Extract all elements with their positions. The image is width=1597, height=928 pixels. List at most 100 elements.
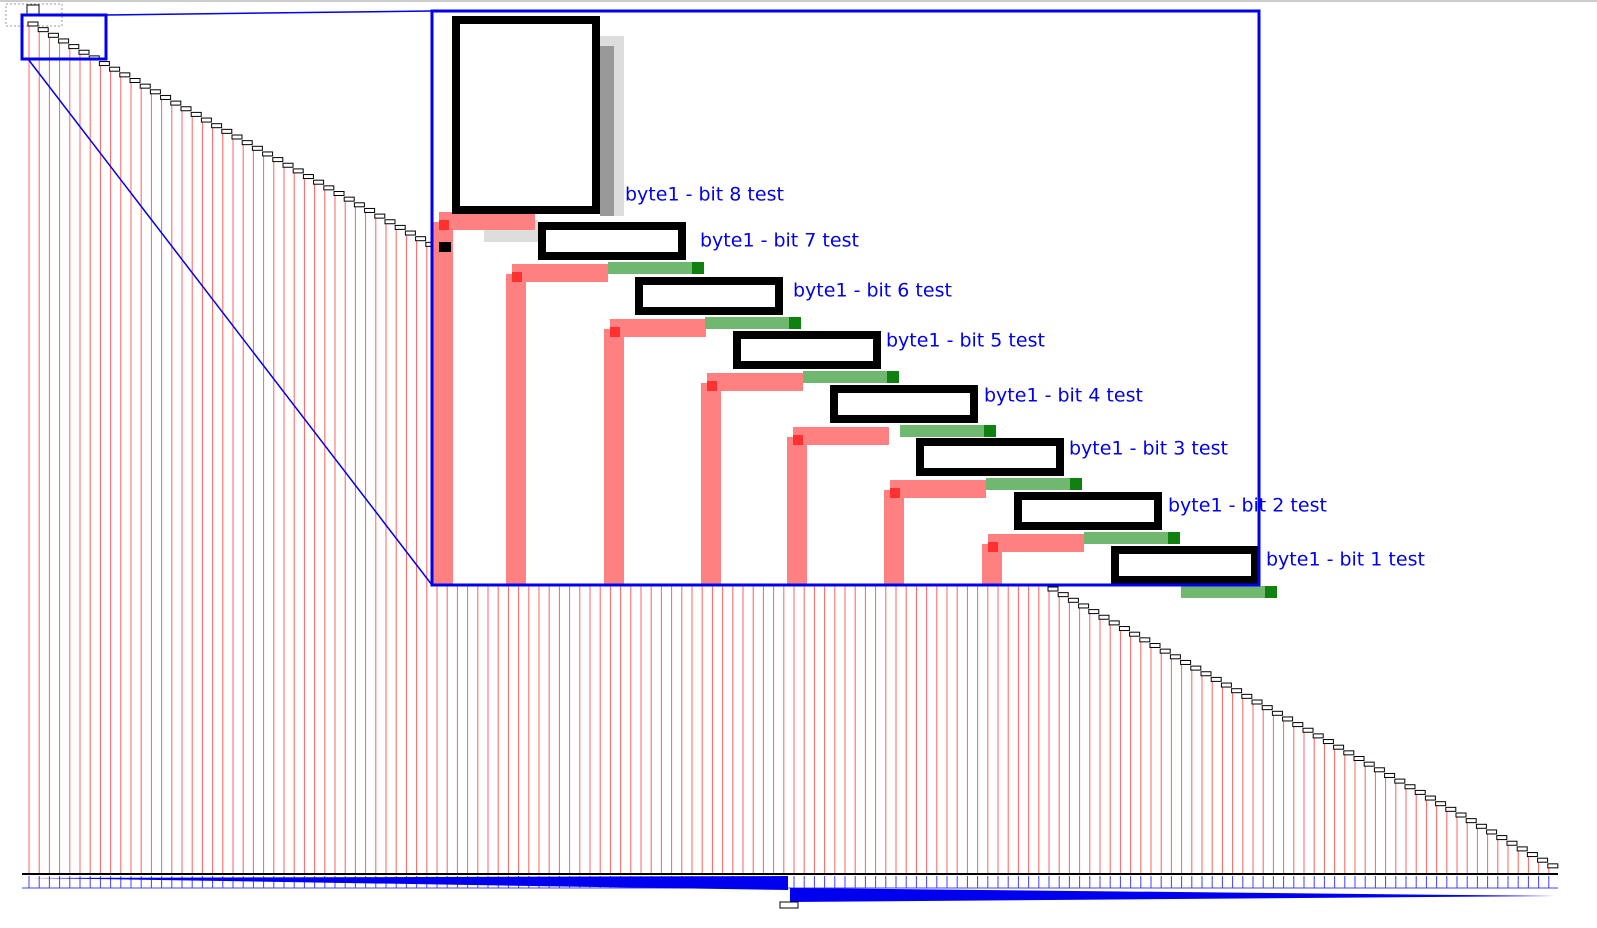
exit-node (779, 901, 799, 909)
node (1057, 592, 1069, 598)
node (1373, 767, 1385, 773)
node (119, 72, 131, 78)
node-label: byte1 - bit 7 test (700, 230, 859, 252)
branch-line (433, 222, 453, 585)
node-label: byte1 - bit 4 test (984, 385, 1143, 407)
node (78, 49, 90, 55)
branch-line (787, 437, 807, 585)
node (1312, 733, 1324, 739)
node (1506, 840, 1518, 846)
test-node (830, 385, 978, 423)
branch-line (506, 274, 526, 585)
node (37, 27, 49, 33)
branch-line (707, 373, 803, 391)
node (262, 151, 274, 157)
node-label: byte1 - bit 3 test (1069, 438, 1228, 460)
node-label: byte1 - bit 1 test (1266, 549, 1425, 571)
branch-line (604, 329, 624, 585)
node (47, 32, 59, 38)
node (129, 78, 141, 83)
branch-line (610, 319, 706, 337)
node (241, 140, 253, 146)
true-corner (692, 262, 704, 274)
branch-line (439, 212, 535, 230)
branch-corner (610, 327, 620, 337)
node (98, 61, 110, 67)
node (139, 83, 151, 89)
node (1271, 710, 1283, 716)
node (1394, 778, 1406, 784)
true-branch (803, 371, 899, 383)
node (1455, 812, 1467, 818)
true-corner (789, 317, 801, 329)
node (200, 117, 212, 123)
node (1322, 739, 1334, 745)
zoom-source (20, 13, 108, 61)
branch-line (884, 490, 904, 585)
node (1118, 626, 1130, 632)
node (190, 111, 202, 117)
true-corner (1265, 586, 1277, 598)
node (353, 202, 365, 208)
node (68, 44, 80, 50)
node (1384, 772, 1396, 778)
node (1200, 671, 1212, 677)
node (415, 236, 427, 242)
node (302, 174, 314, 180)
true-branch (900, 425, 996, 437)
node (180, 106, 192, 112)
node (374, 213, 386, 219)
node (1180, 659, 1192, 665)
node (313, 179, 325, 185)
node (323, 185, 335, 191)
branch-corner (439, 220, 449, 230)
true-corner (887, 371, 899, 383)
branch-corner (512, 272, 522, 282)
node (58, 38, 70, 44)
node (282, 162, 294, 168)
branch-line (982, 544, 1002, 585)
node (1067, 597, 1079, 603)
node (149, 89, 161, 95)
node (1108, 620, 1120, 626)
branch-line (793, 427, 889, 445)
node (1292, 722, 1304, 728)
node (1282, 716, 1294, 722)
node (221, 128, 233, 134)
node (333, 191, 345, 196)
node (1190, 665, 1202, 671)
node (1435, 801, 1447, 807)
branch-line (512, 264, 608, 282)
true-branch (1181, 586, 1277, 598)
node (1220, 682, 1232, 688)
node (1241, 693, 1253, 699)
true-branch (608, 262, 704, 274)
node (251, 145, 263, 151)
node (1261, 705, 1273, 711)
merge-wedge (790, 888, 1556, 902)
true-corner (1168, 532, 1180, 544)
merge-wedge (30, 876, 788, 890)
node (231, 134, 243, 140)
test-node (538, 222, 686, 260)
branch-line (890, 480, 986, 498)
node (1486, 829, 1498, 835)
node (1231, 688, 1243, 694)
test-node (733, 331, 881, 369)
node-marker (439, 242, 451, 252)
zoom-view (432, 11, 1277, 598)
node (1537, 857, 1549, 863)
node (364, 207, 376, 213)
branch-corner (793, 435, 803, 445)
node-label: byte1 - bit 8 test (625, 184, 784, 206)
node (1414, 789, 1426, 795)
node (1149, 643, 1161, 648)
node (1363, 761, 1375, 767)
node (1251, 699, 1263, 705)
node (404, 230, 416, 236)
test-node (635, 277, 783, 315)
node (1139, 637, 1151, 643)
node (1302, 727, 1314, 733)
zoom-frame (430, 9, 1261, 587)
node (1098, 614, 1110, 620)
